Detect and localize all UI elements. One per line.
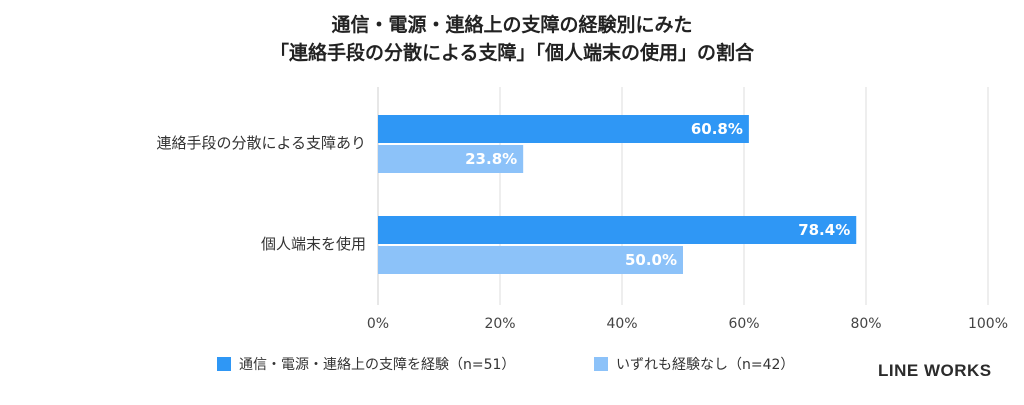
category-label-2: 個人端末を使用 (261, 235, 366, 253)
legend-swatch-series-2 (594, 357, 608, 371)
x-tick-label-100: 100% (968, 316, 1008, 332)
legend-label-series-2: いずれも経験なし（n=42） (616, 357, 795, 373)
data-label-s1-c1: 60.8% (691, 120, 743, 138)
legend-item-series-2: いずれも経験なし（n=42） (594, 354, 794, 374)
legend-label-series-1: 通信・電源・連絡上の支障を経験（n=51） (239, 357, 516, 373)
chart-title-line2: 「連絡手段の分散による支障」「個人端末の使用」の割合 (270, 42, 754, 64)
bar-s2-c1 (378, 145, 524, 173)
data-label-s1-c2: 78.4% (798, 221, 850, 239)
data-label-s2-c1: 23.8% (465, 150, 517, 168)
x-tick-label-20: 20% (484, 316, 515, 332)
legend-item-series-1: 通信・電源・連絡上の支障を経験（n=51） (217, 354, 515, 374)
x-tick-label-40: 40% (606, 316, 637, 332)
chart-title-line1: 通信・電源・連絡上の支障の経験別にみた (331, 14, 693, 36)
data-label-s2-c2: 50.0% (625, 251, 677, 269)
x-tick-label-0: 0% (367, 316, 389, 332)
bar-s1-c1 (378, 115, 749, 143)
bar-s1-c2 (378, 216, 857, 244)
x-tick-label-60: 60% (728, 316, 759, 332)
category-label-1: 連絡手段の分散による支障あり (156, 134, 366, 152)
legend-swatch-series-1 (217, 357, 231, 371)
bar-s2-c2 (378, 246, 683, 274)
line-works-logo: LINE WORKS (878, 361, 992, 380)
x-tick-label-80: 80% (850, 316, 881, 332)
